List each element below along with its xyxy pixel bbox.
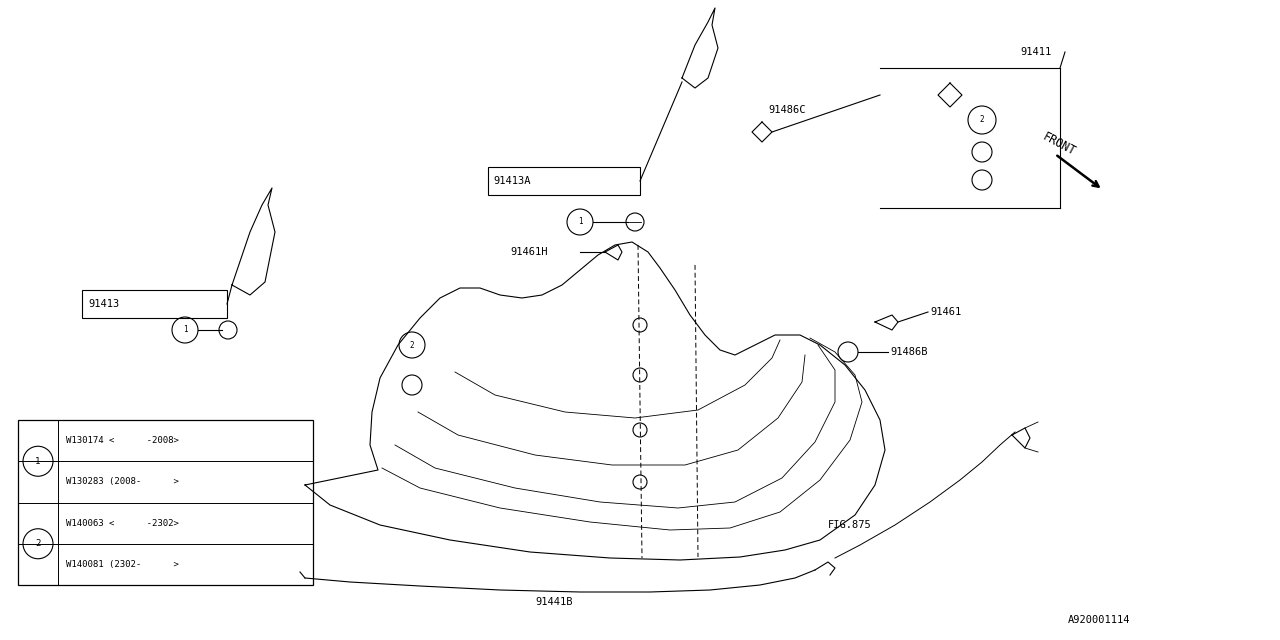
Text: 91486C: 91486C (768, 105, 805, 115)
Text: 91461: 91461 (931, 307, 961, 317)
Text: 91413: 91413 (88, 299, 119, 309)
Text: 1: 1 (36, 457, 41, 466)
Text: W140081 (2302-      >: W140081 (2302- > (67, 560, 179, 569)
Text: FRONT: FRONT (1039, 130, 1078, 158)
Text: 91413A: 91413A (493, 176, 530, 186)
Text: 1: 1 (577, 218, 582, 227)
Text: 1: 1 (183, 326, 187, 335)
Text: A920001114: A920001114 (1068, 615, 1130, 625)
Text: FIG.875: FIG.875 (828, 520, 872, 530)
Text: 91411: 91411 (1020, 47, 1051, 57)
Text: 91441B: 91441B (535, 597, 572, 607)
Text: 2: 2 (410, 340, 415, 349)
Text: W130283 (2008-      >: W130283 (2008- > (67, 477, 179, 486)
Text: W130174 <      -2008>: W130174 < -2008> (67, 436, 179, 445)
Text: 2: 2 (979, 115, 984, 125)
Text: W140063 <      -2302>: W140063 < -2302> (67, 518, 179, 527)
Text: 2: 2 (36, 540, 41, 548)
Text: 91486B: 91486B (890, 347, 928, 357)
Text: 91461H: 91461H (509, 247, 548, 257)
